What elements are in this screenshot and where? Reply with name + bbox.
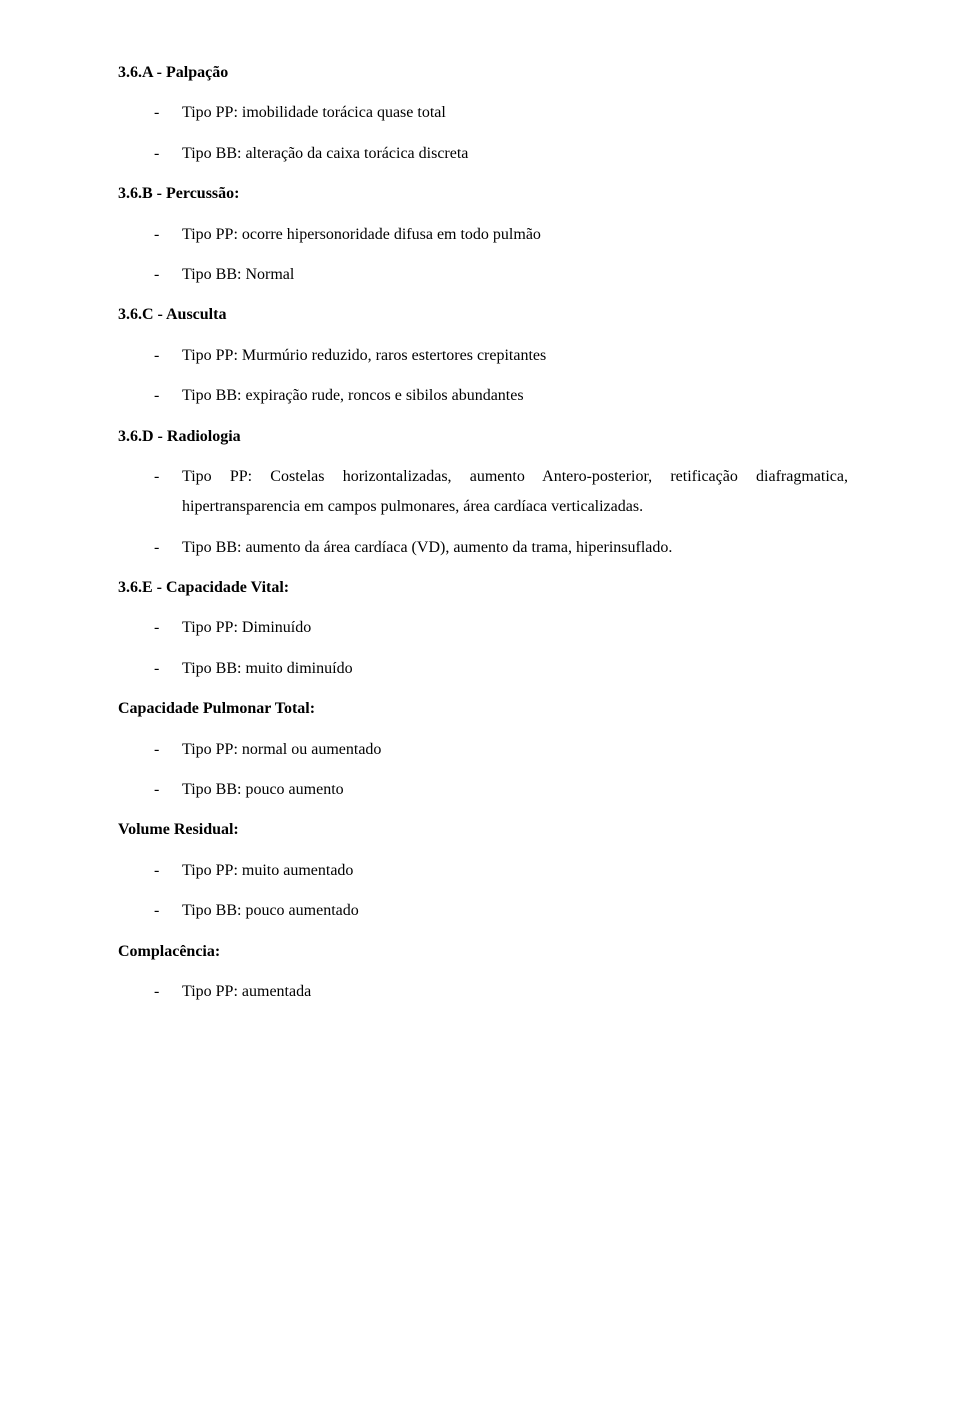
list-item-text: Tipo PP: imobilidade torácica quase tota… <box>182 98 848 128</box>
list-item: - Tipo PP: ocorre hipersonoridade difusa… <box>118 220 848 250</box>
list-item-text: Tipo PP: aumentada <box>182 977 848 1007</box>
list-item-text: Tipo PP: ocorre hipersonoridade difusa e… <box>182 220 848 250</box>
list-item: - Tipo BB: pouco aumento <box>118 775 848 805</box>
dash-icon: - <box>154 220 182 250</box>
subheading-cap-pulm-total: Capacidade Pulmonar Total: <box>118 694 848 724</box>
dash-icon: - <box>154 977 182 1007</box>
dash-icon: - <box>154 341 182 371</box>
subheading-complacencia: Complacência: <box>118 937 848 967</box>
list-complacencia: - Tipo PP: aumentada <box>118 977 848 1007</box>
dash-icon: - <box>154 533 182 563</box>
list-item-text: Tipo PP: Murmúrio reduzido, raros estert… <box>182 341 848 371</box>
list-item-text: Tipo BB: muito diminuído <box>182 654 848 684</box>
dash-icon: - <box>154 260 182 290</box>
list-36e: - Tipo PP: Diminuído - Tipo BB: muito di… <box>118 613 848 684</box>
list-item: - Tipo PP: normal ou aumentado <box>118 735 848 765</box>
section-heading-36b: 3.6.B - Percussão: <box>118 179 848 209</box>
dash-icon: - <box>154 98 182 128</box>
section-heading-36c: 3.6.C - Ausculta <box>118 300 848 330</box>
list-item: - Tipo BB: muito diminuído <box>118 654 848 684</box>
list-item: - Tipo BB: pouco aumentado <box>118 896 848 926</box>
list-item: - Tipo PP: Diminuído <box>118 613 848 643</box>
list-item: - Tipo PP: Costelas horizontalizadas, au… <box>118 462 848 523</box>
list-item: - Tipo BB: expiração rude, roncos e sibi… <box>118 381 848 411</box>
dash-icon: - <box>154 139 182 169</box>
list-item-text: Tipo PP: normal ou aumentado <box>182 735 848 765</box>
subheading-vol-residual: Volume Residual: <box>118 815 848 845</box>
list-item-text: Tipo PP: Costelas horizontalizadas, aume… <box>118 462 848 523</box>
list-item-text: Tipo BB: alteração da caixa torácica dis… <box>182 139 848 169</box>
list-36b: - Tipo PP: ocorre hipersonoridade difusa… <box>118 220 848 291</box>
list-36c: - Tipo PP: Murmúrio reduzido, raros este… <box>118 341 848 412</box>
list-item: - Tipo PP: muito aumentado <box>118 856 848 886</box>
list-item: - Tipo BB: aumento da área cardíaca (VD)… <box>118 533 848 563</box>
list-item: - Tipo BB: Normal <box>118 260 848 290</box>
document-page: 3.6.A - Palpação - Tipo PP: imobilidade … <box>0 0 960 1065</box>
list-vol-residual: - Tipo PP: muito aumentado - Tipo BB: po… <box>118 856 848 927</box>
list-36a: - Tipo PP: imobilidade torácica quase to… <box>118 98 848 169</box>
list-item: - Tipo PP: Murmúrio reduzido, raros este… <box>118 341 848 371</box>
list-item-text: Tipo BB: expiração rude, roncos e sibilo… <box>182 381 848 411</box>
section-heading-36e: 3.6.E - Capacidade Vital: <box>118 573 848 603</box>
dash-icon: - <box>154 775 182 805</box>
dash-icon: - <box>154 654 182 684</box>
list-item: - Tipo PP: aumentada <box>118 977 848 1007</box>
list-item: - Tipo PP: imobilidade torácica quase to… <box>118 98 848 128</box>
list-item-text: Tipo BB: aumento da área cardíaca (VD), … <box>182 533 848 563</box>
list-36d: - Tipo PP: Costelas horizontalizadas, au… <box>118 462 848 563</box>
section-heading-36d: 3.6.D - Radiologia <box>118 422 848 452</box>
list-cap-pulm-total: - Tipo PP: normal ou aumentado - Tipo BB… <box>118 735 848 806</box>
list-item-text: Tipo BB: Normal <box>182 260 848 290</box>
list-item: - Tipo BB: alteração da caixa torácica d… <box>118 139 848 169</box>
dash-icon: - <box>154 896 182 926</box>
list-item-text: Tipo PP: Diminuído <box>182 613 848 643</box>
list-item-text: Tipo BB: pouco aumentado <box>182 896 848 926</box>
dash-icon: - <box>154 856 182 886</box>
list-item-text: Tipo PP: muito aumentado <box>182 856 848 886</box>
list-item-text: Tipo BB: pouco aumento <box>182 775 848 805</box>
dash-icon: - <box>154 613 182 643</box>
dash-icon: - <box>154 735 182 765</box>
dash-icon: - <box>154 381 182 411</box>
section-heading-36a: 3.6.A - Palpação <box>118 58 848 88</box>
